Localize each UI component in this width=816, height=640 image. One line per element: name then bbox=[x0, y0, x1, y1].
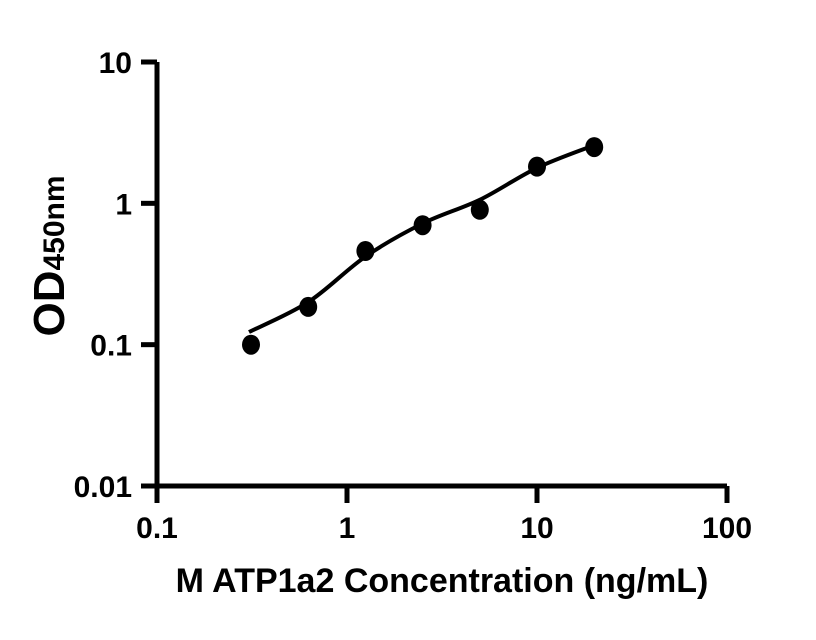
data-point bbox=[470, 199, 489, 220]
y-axis-title-main: OD bbox=[25, 270, 74, 337]
data-point bbox=[242, 334, 260, 355]
y-tick-label: 10 bbox=[99, 47, 132, 80]
x-tick-label: 10 bbox=[520, 512, 553, 545]
y-tick-label: 0.01 bbox=[74, 471, 132, 504]
y-axis-title-sub: 450nm bbox=[38, 175, 71, 271]
x-axis-title: M ATP1a2 Concentration (ng/mL) bbox=[175, 562, 709, 600]
data-point bbox=[413, 215, 432, 236]
data-point bbox=[299, 296, 318, 317]
x-tick-label: 100 bbox=[702, 512, 752, 545]
y-tick-label: 0.1 bbox=[90, 330, 132, 363]
data-point bbox=[585, 137, 604, 158]
y-tick-label: 1 bbox=[115, 188, 132, 221]
axis-spine bbox=[154, 62, 727, 489]
data-point bbox=[528, 156, 546, 177]
x-tick-label: 0.1 bbox=[136, 512, 178, 545]
x-tick-label: 1 bbox=[339, 512, 356, 545]
data-point bbox=[356, 241, 375, 261]
